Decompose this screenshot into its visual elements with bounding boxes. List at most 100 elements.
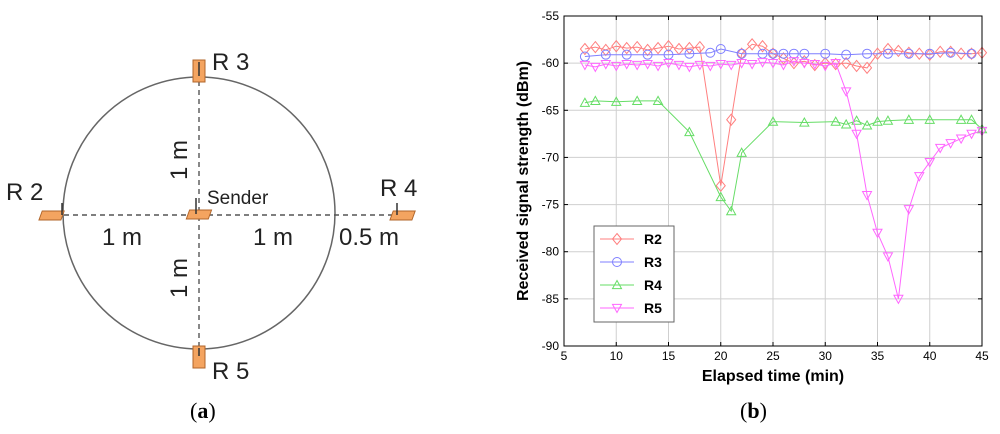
data-point-r3 [715,44,726,54]
data-point-r4 [590,95,601,105]
data-point-r5 [830,59,842,69]
data-point-r3 [903,48,914,59]
data-point-r5 [903,205,915,215]
x-tick-label: 20 [714,349,728,363]
data-point-r2 [861,61,873,75]
legend-marker-r4 [611,279,623,290]
legend-label-r4: R4 [644,277,662,293]
data-point-r5 [757,58,768,68]
y-tick-label: -65 [542,103,560,117]
data-point-r3 [600,49,611,60]
legend-box [593,225,675,323]
data-point-r4 [736,147,747,157]
receiver-r2-device [38,210,65,221]
data-point-r3 [945,47,956,58]
data-point-r5 [819,61,831,72]
receiver-r4-device [389,210,416,221]
chart-legend: R2 R3 R4 R5 [593,225,675,323]
data-point-r5 [872,228,883,239]
x-tick-label: 5 [561,349,568,363]
legend-label-r5: R5 [644,300,662,316]
data-point-r5 [840,87,852,97]
data-point-r2 [851,59,862,73]
distance-down-label: 1 m [166,258,193,298]
data-point-r5 [913,172,925,182]
y-tick-label: -70 [542,150,560,164]
x-tick-label: 25 [766,349,780,363]
legend-marker-r2 [611,232,623,246]
distance-up-label: 1 m [166,140,193,180]
x-tick-label: 35 [871,349,885,363]
data-point-r2 [642,43,653,57]
data-point-r3 [642,49,653,60]
data-point-r3 [768,48,778,59]
data-point-r5 [652,61,664,72]
data-point-r5 [955,134,967,145]
data-point-r5 [924,158,936,168]
data-point-r5 [590,62,601,73]
data-point-r4 [725,205,737,216]
data-point-r4 [882,115,894,125]
series-r3 [579,44,977,62]
receiver-r4-label: R 4 [380,175,417,202]
series-r5 [579,57,988,305]
legend-marker-r3 [612,257,622,267]
data-point-r2 [746,37,758,51]
data-point-r2 [778,52,789,65]
data-point-r4 [851,115,862,125]
distance-outer-label: 0.5 m [339,224,399,251]
data-point-r3 [621,49,632,60]
data-point-r2 [652,41,664,55]
y-tick-label: -90 [542,339,560,353]
data-point-r5 [934,143,946,154]
data-point-r5 [704,61,716,72]
data-point-r5 [788,57,800,67]
data-point-r2 [757,39,768,53]
data-point-r3 [841,49,852,60]
data-point-r2 [872,47,883,61]
y-tick-label: -55 [542,9,560,23]
data-point-r4 [955,114,967,124]
data-point-r5 [715,59,727,70]
data-point-r5 [579,60,591,71]
data-point-r5 [673,60,685,71]
data-point-r5 [767,59,779,69]
data-point-r5 [966,129,977,140]
data-point-r5 [621,59,633,70]
data-point-r3 [778,48,789,59]
legend-marker-r5 [611,303,623,314]
x-tick-label: 45 [975,349,989,363]
receiver-r2-label: R 2 [6,179,43,206]
data-point-r2 [726,113,737,127]
x-tick-label: 30 [819,349,833,363]
rss-line-chart: 5 10 15 20 25 30 35 40 45 -55 -60 -65 -70 -75 -80 -85 -9… [515,9,989,385]
data-point-r3 [882,48,893,59]
panel-b-caption: (b) [740,398,767,423]
data-point-r5 [861,191,873,201]
data-point-r4 [872,116,883,126]
series-line-r3 [584,48,972,57]
receiver-r5-label: R 5 [212,358,249,385]
data-point-r2 [663,39,674,53]
data-point-r2 [955,47,967,61]
data-point-r2 [966,47,977,61]
data-point-r2 [882,42,894,56]
data-point-r3 [820,48,831,59]
data-point-r5 [684,62,695,73]
data-point-r3 [736,48,747,59]
y-tick-label: -60 [542,56,560,70]
data-point-r4 [799,117,810,127]
data-point-r4 [903,114,915,124]
data-point-r5 [694,60,706,71]
distance-right-label: 1 m [253,224,293,251]
data-point-r4 [684,126,695,137]
data-point-r2 [820,56,831,70]
data-point-r4 [631,95,643,105]
data-point-r5 [893,294,904,305]
data-point-r4 [840,118,852,129]
data-point-r2 [590,40,601,54]
data-point-r5 [799,59,810,69]
data-point-r5 [736,59,747,69]
distance-left-label: 1 m [102,224,142,251]
data-point-r4 [830,116,842,126]
